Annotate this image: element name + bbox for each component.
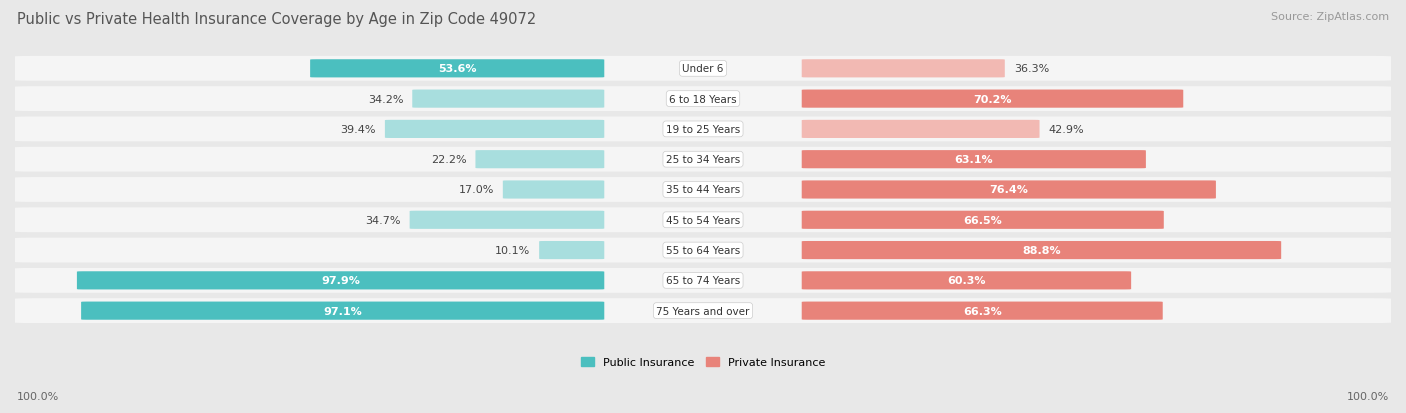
Text: 60.3%: 60.3%	[948, 276, 986, 286]
Text: Public vs Private Health Insurance Coverage by Age in Zip Code 49072: Public vs Private Health Insurance Cover…	[17, 12, 536, 27]
Text: 17.0%: 17.0%	[458, 185, 494, 195]
FancyBboxPatch shape	[8, 208, 1398, 233]
Text: 36.3%: 36.3%	[1014, 64, 1049, 74]
Text: 66.5%: 66.5%	[963, 215, 1002, 225]
FancyBboxPatch shape	[538, 241, 605, 259]
Text: 39.4%: 39.4%	[340, 125, 375, 135]
Text: 63.1%: 63.1%	[955, 155, 993, 165]
Text: 88.8%: 88.8%	[1022, 245, 1060, 256]
Text: 19 to 25 Years: 19 to 25 Years	[666, 125, 740, 135]
FancyBboxPatch shape	[8, 87, 1398, 112]
FancyBboxPatch shape	[801, 121, 1039, 139]
Text: 100.0%: 100.0%	[17, 391, 59, 401]
FancyBboxPatch shape	[801, 90, 1184, 109]
FancyBboxPatch shape	[801, 272, 1132, 290]
FancyBboxPatch shape	[8, 117, 1398, 142]
FancyBboxPatch shape	[412, 90, 605, 109]
FancyBboxPatch shape	[801, 181, 1216, 199]
FancyBboxPatch shape	[8, 147, 1398, 172]
Text: Source: ZipAtlas.com: Source: ZipAtlas.com	[1271, 12, 1389, 22]
Text: 45 to 54 Years: 45 to 54 Years	[666, 215, 740, 225]
FancyBboxPatch shape	[503, 181, 605, 199]
FancyBboxPatch shape	[801, 151, 1146, 169]
FancyBboxPatch shape	[801, 60, 1005, 78]
Text: 76.4%: 76.4%	[990, 185, 1028, 195]
FancyBboxPatch shape	[311, 60, 605, 78]
Text: 34.2%: 34.2%	[368, 95, 404, 104]
Text: 97.9%: 97.9%	[321, 276, 360, 286]
Text: 66.3%: 66.3%	[963, 306, 1001, 316]
Text: 97.1%: 97.1%	[323, 306, 363, 316]
FancyBboxPatch shape	[8, 299, 1398, 323]
FancyBboxPatch shape	[8, 238, 1398, 263]
FancyBboxPatch shape	[385, 121, 605, 139]
Text: 65 to 74 Years: 65 to 74 Years	[666, 276, 740, 286]
FancyBboxPatch shape	[801, 241, 1281, 259]
Legend: Public Insurance, Private Insurance: Public Insurance, Private Insurance	[576, 353, 830, 372]
FancyBboxPatch shape	[475, 151, 605, 169]
Text: 55 to 64 Years: 55 to 64 Years	[666, 245, 740, 256]
Text: 22.2%: 22.2%	[430, 155, 467, 165]
FancyBboxPatch shape	[8, 178, 1398, 202]
Text: Under 6: Under 6	[682, 64, 724, 74]
Text: 100.0%: 100.0%	[1347, 391, 1389, 401]
Text: 35 to 44 Years: 35 to 44 Years	[666, 185, 740, 195]
FancyBboxPatch shape	[801, 211, 1164, 229]
Text: 42.9%: 42.9%	[1049, 125, 1084, 135]
FancyBboxPatch shape	[82, 302, 605, 320]
Text: 75 Years and over: 75 Years and over	[657, 306, 749, 316]
Text: 70.2%: 70.2%	[973, 95, 1012, 104]
Text: 10.1%: 10.1%	[495, 245, 530, 256]
FancyBboxPatch shape	[77, 272, 605, 290]
Text: 53.6%: 53.6%	[437, 64, 477, 74]
FancyBboxPatch shape	[8, 57, 1398, 81]
Text: 34.7%: 34.7%	[366, 215, 401, 225]
FancyBboxPatch shape	[409, 211, 605, 229]
FancyBboxPatch shape	[8, 268, 1398, 293]
FancyBboxPatch shape	[801, 302, 1163, 320]
Text: 6 to 18 Years: 6 to 18 Years	[669, 95, 737, 104]
Text: 25 to 34 Years: 25 to 34 Years	[666, 155, 740, 165]
